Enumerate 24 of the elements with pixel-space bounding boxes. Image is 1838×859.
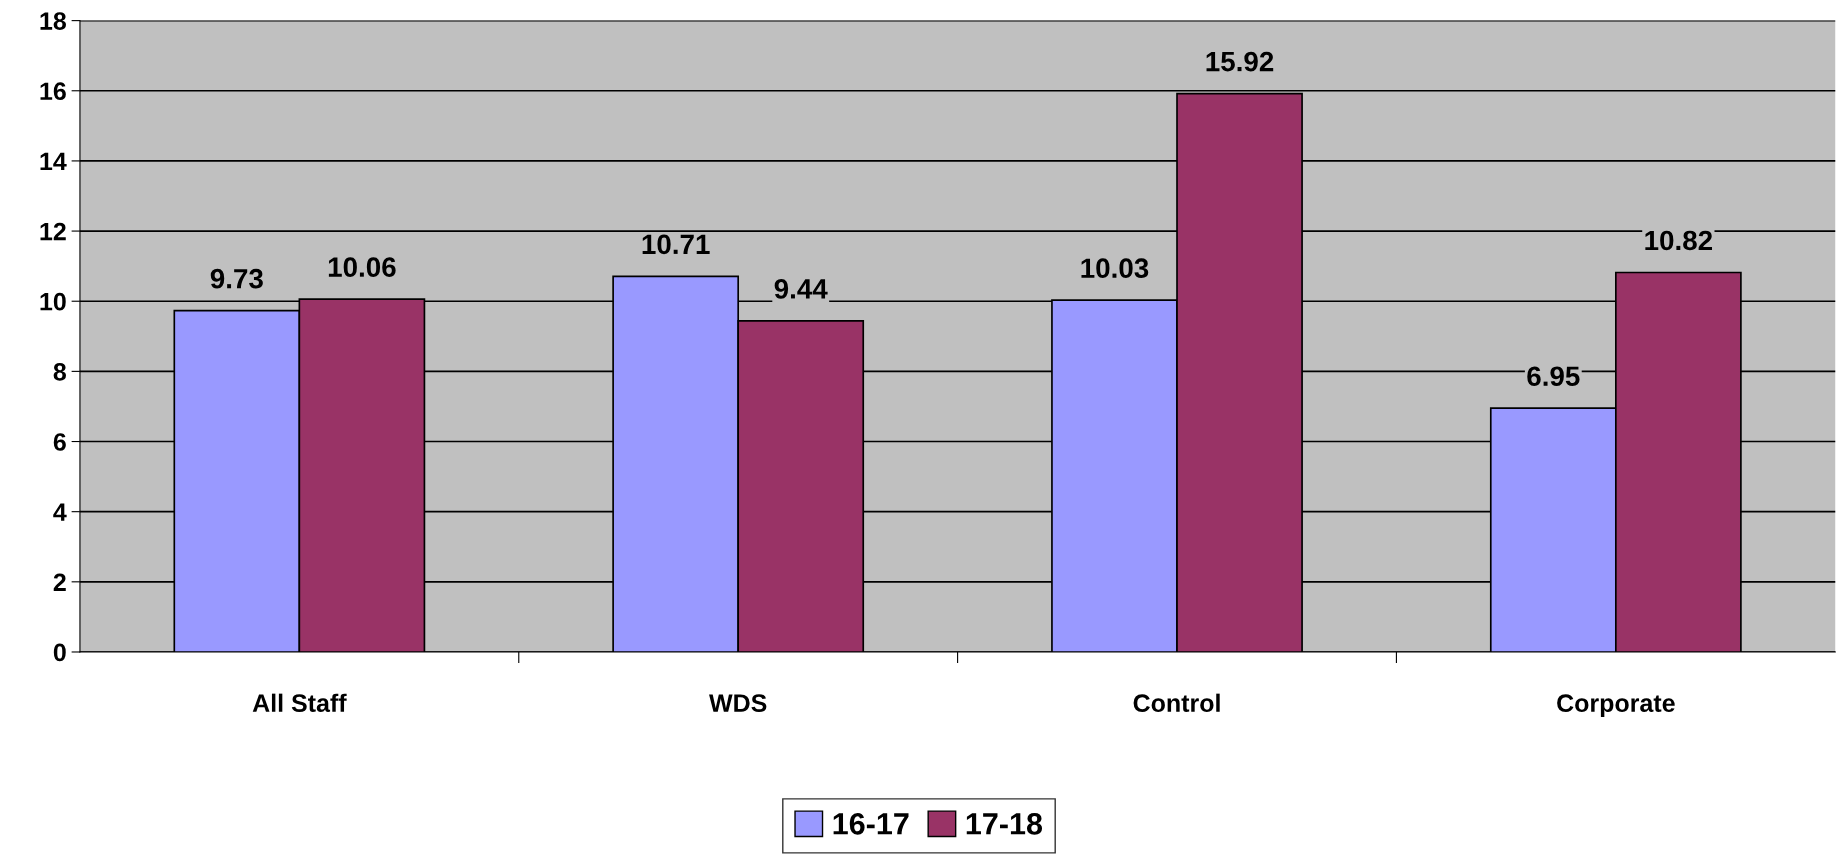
data-label: 6.95 <box>1527 366 1580 387</box>
data-label: 15.92 <box>1206 51 1274 72</box>
x-tick-label: WDS <box>709 694 767 713</box>
legend-label: 17-18 <box>966 812 1043 835</box>
y-tick-label: 12 <box>40 222 66 241</box>
y-tick-label: 14 <box>40 152 67 170</box>
data-label: 9.73 <box>210 268 263 289</box>
data-label: 9.44 <box>774 279 828 299</box>
data-label: 10.82 <box>1645 230 1713 251</box>
legend-label: 16-17 <box>833 812 909 835</box>
y-tick-label: 18 <box>40 12 66 30</box>
y-tick-label: 16 <box>40 82 66 101</box>
y-tick-label: 10 <box>40 292 66 311</box>
y-tick-label: 0 <box>53 643 66 662</box>
y-tick-label: 2 <box>53 573 66 591</box>
data-label: 10.03 <box>1081 258 1149 279</box>
y-tick-label: 8 <box>53 362 66 381</box>
y-tick-label: 6 <box>53 433 66 451</box>
x-tick-label: All Staff <box>252 693 347 713</box>
x-tick-label: Corporate <box>1557 694 1675 717</box>
x-tick-label: Control <box>1133 693 1220 713</box>
data-label: 10.06 <box>328 257 396 277</box>
data-label: 10.71 <box>642 234 710 255</box>
y-tick-label: 4 <box>53 503 67 521</box>
